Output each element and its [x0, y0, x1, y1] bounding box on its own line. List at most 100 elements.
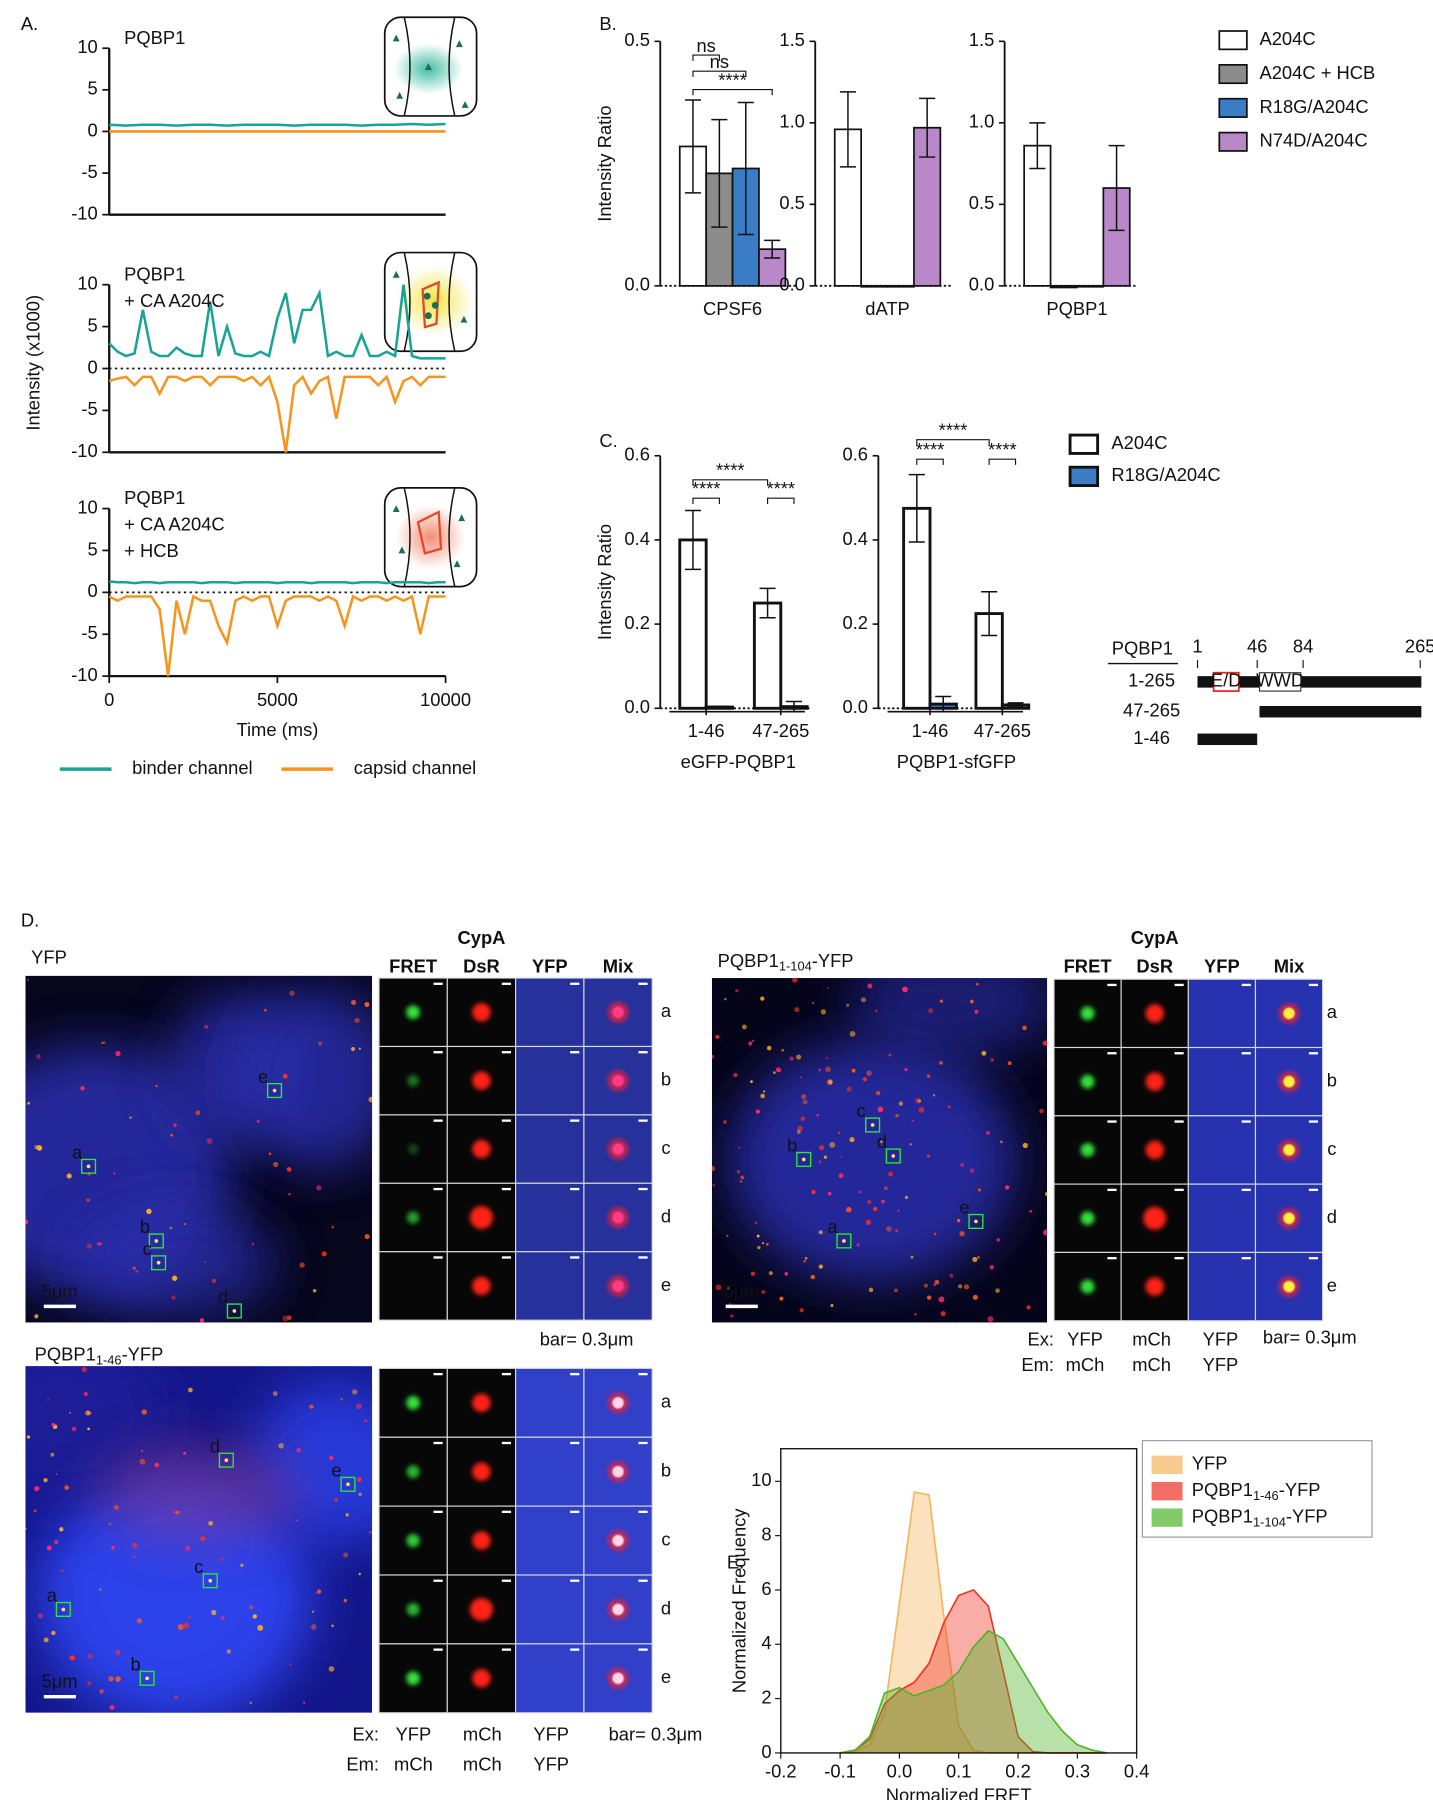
- bar: [860, 284, 889, 288]
- y-axis-label: Intensity Ratio: [594, 524, 615, 640]
- residue-label: 265: [1405, 635, 1433, 656]
- tile-spot: [406, 1005, 421, 1020]
- category-label: 1-46: [688, 720, 725, 741]
- bar-label: bar= 0.3μm: [1263, 1326, 1357, 1347]
- bar: [886, 284, 915, 288]
- tile: [1187, 1183, 1257, 1253]
- speck: [985, 1130, 991, 1135]
- bar: [974, 612, 1004, 710]
- speck: [724, 997, 727, 1001]
- speck: [766, 1045, 772, 1051]
- speck: [856, 1243, 860, 1247]
- speck: [252, 1614, 257, 1619]
- tile: [1187, 1046, 1257, 1117]
- speck: [111, 1545, 116, 1550]
- speck: [766, 1243, 769, 1246]
- speck: [316, 1589, 322, 1594]
- speck: [240, 1563, 244, 1567]
- tile-scale-bar: [1107, 1257, 1117, 1260]
- tile-scale-bar: [570, 1256, 580, 1259]
- significance-label: ns: [710, 51, 729, 72]
- speck: [351, 1047, 355, 1051]
- speck: [351, 1389, 358, 1395]
- speck: [972, 1256, 978, 1263]
- speck: [80, 1086, 85, 1091]
- speck: [736, 1170, 741, 1174]
- speck: [750, 1271, 756, 1276]
- roi-label: b: [131, 1654, 141, 1675]
- legend-swatch: [1151, 1455, 1183, 1474]
- trace: [108, 374, 446, 453]
- scale-label: 5μm: [723, 1280, 759, 1301]
- tile-spot: [612, 1465, 624, 1478]
- group-label: eGFP-PQBP1: [681, 751, 796, 772]
- tile-scale-bar: [638, 1256, 648, 1259]
- roi-label: b: [140, 1216, 150, 1237]
- legend-label: YFP: [1192, 1453, 1228, 1474]
- speck: [875, 1009, 878, 1012]
- speck: [220, 1615, 225, 1620]
- column-header: FRET: [389, 956, 438, 977]
- y-tick-label: 10: [77, 273, 97, 294]
- speck: [136, 1618, 142, 1624]
- speck: [829, 1142, 836, 1148]
- y-tick-label: 0.6: [624, 444, 650, 465]
- speck: [888, 1171, 894, 1177]
- tile: [515, 1367, 585, 1438]
- tile-scale-bar: [501, 1648, 512, 1651]
- bar: [752, 601, 783, 710]
- speck: [1026, 1305, 1031, 1310]
- tile-spot: [1283, 1007, 1295, 1020]
- tile-spot: [472, 1669, 491, 1688]
- roi-box: [139, 1670, 155, 1686]
- y-tick-label: 0.0: [842, 696, 868, 717]
- tile: [515, 1045, 585, 1116]
- channel-label: Em:: [1021, 1354, 1054, 1375]
- tile-spot: [612, 1672, 624, 1685]
- tile-scale-bar: [501, 1187, 512, 1191]
- tile-spot: [406, 1671, 421, 1686]
- roi-label: c: [857, 1100, 866, 1121]
- channel-label: Ex:: [1027, 1329, 1054, 1350]
- speck: [249, 1604, 254, 1610]
- y-tick-label: 0.5: [624, 29, 650, 50]
- speck: [83, 1392, 88, 1396]
- speck: [816, 1114, 819, 1117]
- speck: [846, 1003, 850, 1007]
- x-axis-label: Normalized FRET: [886, 1784, 1032, 1800]
- tile-scale-bar: [501, 1119, 512, 1122]
- tile-scale-bar: [1308, 1257, 1319, 1260]
- x-tick-label: 0.4: [1124, 1760, 1150, 1781]
- tile-scale-bar: [638, 1579, 648, 1582]
- speck: [811, 1189, 816, 1195]
- speck: [69, 1655, 76, 1661]
- y-tick-label: 5: [88, 314, 98, 335]
- speck: [171, 1275, 178, 1281]
- speck: [200, 1535, 206, 1542]
- speck: [818, 1264, 824, 1269]
- speck: [289, 990, 295, 996]
- legend-label: PQBP11-104-YFP: [1192, 1505, 1328, 1529]
- speck: [199, 1318, 205, 1323]
- tile-scale-bar: [570, 1051, 580, 1054]
- y-tick-label: 1.5: [779, 29, 805, 50]
- speck: [989, 1265, 995, 1270]
- roi-label: e: [331, 1460, 341, 1481]
- roi-spot: [145, 1676, 149, 1681]
- speck: [761, 1290, 766, 1294]
- tile-spot: [1283, 1144, 1295, 1156]
- speck: [55, 1473, 58, 1476]
- speck: [917, 1099, 922, 1103]
- roi-spot: [891, 1154, 896, 1158]
- speck: [133, 1555, 136, 1559]
- speck: [729, 1302, 732, 1306]
- y-tick-label: 0.2: [842, 612, 868, 633]
- significance-label: ****: [692, 478, 721, 499]
- speck: [208, 1520, 214, 1526]
- speck: [87, 1680, 92, 1686]
- legend-swatch: [1218, 63, 1248, 85]
- speck: [810, 1274, 816, 1280]
- tile-scale-bar: [501, 982, 512, 985]
